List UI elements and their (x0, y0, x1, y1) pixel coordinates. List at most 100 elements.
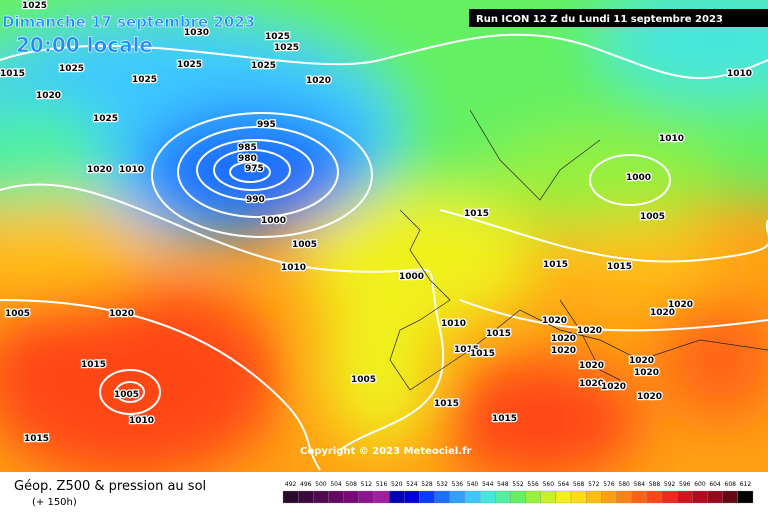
isobar-label: 1010 (129, 416, 154, 426)
scale-label: 520 (391, 481, 403, 488)
copyright: Copyright © 2023 Meteociel.fr (300, 446, 471, 457)
scale-label: 604 (709, 481, 721, 488)
scale-cell (419, 490, 435, 504)
scale-label: 496 (300, 481, 312, 488)
isobar-label: 1005 (640, 212, 665, 222)
scale-cell (555, 490, 572, 504)
isobar-label: 1020 (551, 346, 576, 356)
scale-label: 556 (527, 481, 539, 488)
isobar-label: 985 (238, 143, 257, 153)
isobar-label: 1015 (543, 260, 568, 270)
scale-label: 540 (467, 481, 479, 488)
scale-label: 524 (406, 481, 418, 488)
scale-label: 608 (725, 481, 737, 488)
scale-label: 560 (543, 481, 555, 488)
scale-label: 612 (740, 481, 752, 488)
scale-cell (434, 490, 450, 504)
isobar-label: 1000 (399, 272, 424, 282)
isobar-label: 1005 (5, 309, 30, 319)
isobar-label: 1020 (650, 308, 675, 318)
isobar-label: 1010 (119, 165, 144, 175)
scale-cell (646, 490, 663, 504)
scale-cell (707, 490, 723, 504)
scale-cell (479, 490, 496, 504)
isobar-label: 1025 (93, 114, 118, 124)
scale-cell (601, 490, 617, 504)
isobar-label: 1010 (441, 319, 466, 329)
isobar-label: 1020 (551, 334, 576, 344)
isobar-label: 1015 (492, 414, 517, 424)
scale-label: 500 (315, 481, 327, 488)
scale-label: 584 (634, 481, 646, 488)
scale-cell (328, 490, 344, 504)
isobar-label: 1030 (184, 28, 209, 38)
isobar-label: 995 (257, 120, 276, 130)
scale-cell (358, 490, 375, 504)
isobar-label: 1015 (470, 349, 495, 359)
isobar-label: 1025 (265, 32, 290, 42)
isobar-label: 1025 (251, 61, 276, 71)
isobar-label: 990 (246, 195, 265, 205)
scale-cell (449, 490, 466, 504)
isobar-label: 1010 (281, 263, 306, 273)
isobar-label: 980 (238, 154, 257, 164)
scale-cell (540, 490, 557, 504)
scale-cell (570, 490, 587, 504)
scale-cell (661, 490, 678, 504)
isobar-label: 1015 (464, 209, 489, 219)
scale-label: 512 (361, 481, 373, 488)
scale-cell (343, 490, 359, 504)
scale-cell (722, 490, 738, 504)
scale-label: 544 (482, 481, 494, 488)
isobar-label: 1025 (177, 60, 202, 70)
colorbar: 492 496 500 504 508 512 516 520 524 528 532 536 540 5… (282, 481, 754, 504)
isobar-label: 1020 (637, 392, 662, 402)
isobar-label: 1020 (577, 326, 602, 336)
run-text: Run ICON 12 Z du Lundi 11 septembre 2023 (476, 14, 723, 25)
isobar-label: 1025 (59, 64, 84, 74)
scale-label: 548 (497, 481, 509, 488)
scale-label: 596 (679, 481, 691, 488)
scale-label: 504 (330, 481, 342, 488)
isobar-label: 1020 (668, 300, 693, 310)
isobars (0, 33, 768, 471)
scale-label: 564 (558, 481, 570, 488)
isobar-label: 1020 (579, 379, 604, 389)
scale-cell (677, 490, 693, 504)
isobar-label: 1000 (261, 216, 286, 226)
isobar-label: 1015 (24, 434, 49, 444)
scale-cell (464, 490, 481, 504)
scale-label: 592 (664, 481, 676, 488)
isobar-label: 1020 (601, 382, 626, 392)
isobar-label: 1015 (486, 329, 511, 339)
footer-title: Géop. Z500 & pression au sol (14, 479, 206, 494)
isobar-label: 1000 (626, 173, 651, 183)
scale-label: 528 (421, 481, 433, 488)
isobar-label: 1020 (36, 91, 61, 101)
scale-cell (586, 490, 602, 504)
scale-cell (692, 490, 708, 504)
isobar-label: 1005 (114, 390, 139, 400)
isobar-label: 975 (245, 164, 264, 174)
scale-label: 532 (436, 481, 448, 488)
isobar-label: 1020 (87, 165, 112, 175)
coastlines (389, 109, 768, 391)
scale-label: 508 (345, 481, 357, 488)
scale-label: 588 (649, 481, 661, 488)
isobar-label: 1005 (351, 375, 376, 385)
scale-label: 516 (376, 481, 388, 488)
isobar-label: 1020 (109, 309, 134, 319)
isobar-label: 1015 (81, 360, 106, 370)
scale-label: 580 (618, 481, 630, 488)
isobar-label: 1015 (0, 69, 25, 79)
scale-label: 572 (588, 481, 600, 488)
scale-label: 552 (512, 481, 524, 488)
isobar-label: 1005 (292, 240, 317, 250)
scale-cell (495, 490, 511, 504)
isobar-label: 1025 (22, 1, 47, 11)
scale-cell (404, 490, 420, 504)
isobar-label: 1015 (607, 262, 632, 272)
